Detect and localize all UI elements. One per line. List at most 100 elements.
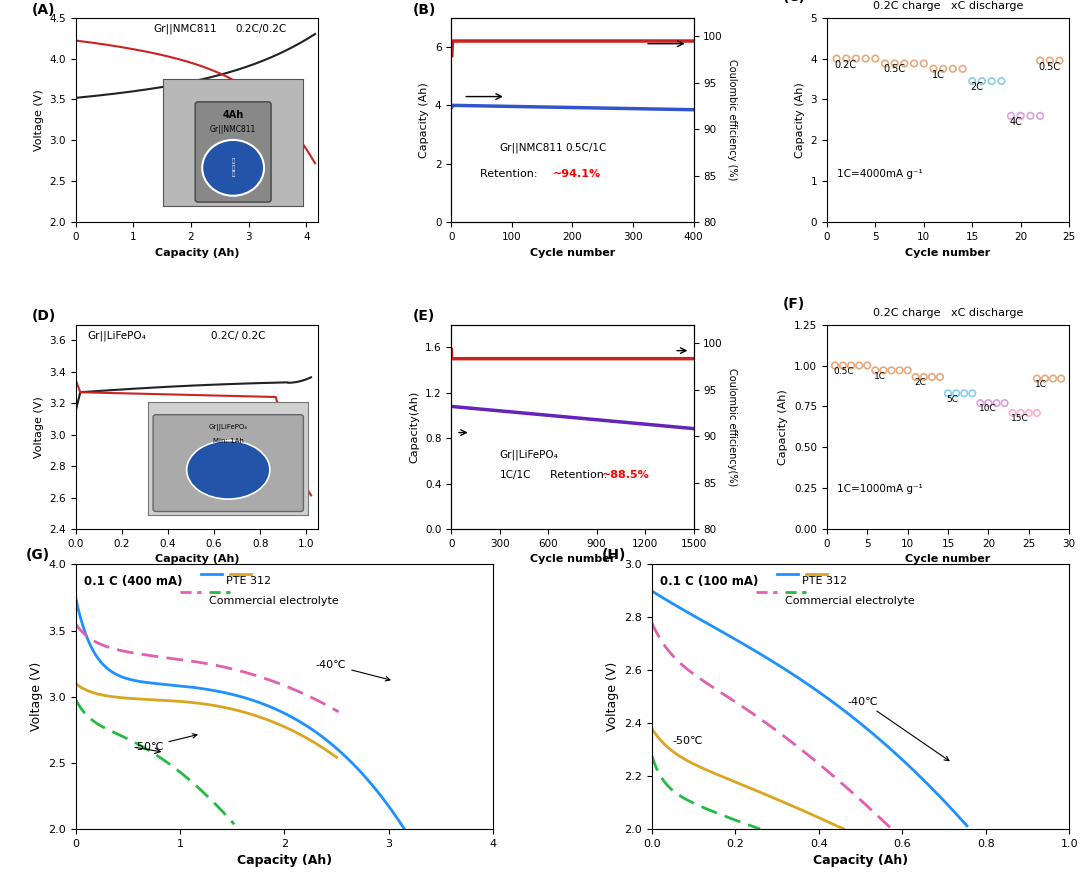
X-axis label: Capacity (Ah): Capacity (Ah) xyxy=(237,855,332,867)
X-axis label: Cycle number: Cycle number xyxy=(905,555,990,564)
Text: Retention:: Retention: xyxy=(481,169,541,179)
Text: 15C: 15C xyxy=(1011,415,1029,423)
Text: Commercial electrolyte: Commercial electrolyte xyxy=(210,596,339,606)
Text: ~94.1%: ~94.1% xyxy=(553,169,602,179)
Point xyxy=(1004,406,1022,420)
Text: (G): (G) xyxy=(26,549,50,562)
Point xyxy=(1031,108,1049,123)
Text: Gr||LiFePO₄: Gr||LiFePO₄ xyxy=(87,331,147,341)
Point xyxy=(875,363,892,377)
Point xyxy=(848,51,865,65)
X-axis label: Cycle number: Cycle number xyxy=(530,248,615,258)
Point xyxy=(983,74,1000,88)
Point xyxy=(931,370,948,384)
Title: 0.2C charge   xC discharge: 0.2C charge xC discharge xyxy=(873,1,1023,11)
Point xyxy=(980,396,997,410)
Y-axis label: Capacity (Ah): Capacity (Ah) xyxy=(419,82,430,158)
Point xyxy=(963,74,981,88)
Point xyxy=(954,62,971,76)
Point xyxy=(956,386,973,400)
X-axis label: Capacity (Ah): Capacity (Ah) xyxy=(154,555,239,564)
Point xyxy=(1028,406,1045,420)
Point xyxy=(835,358,852,372)
Y-axis label: Voltage (V): Voltage (V) xyxy=(33,89,43,151)
Point xyxy=(993,74,1010,88)
Text: 0.5C: 0.5C xyxy=(1038,62,1061,71)
Text: Retention:: Retention: xyxy=(543,470,611,480)
Point xyxy=(940,386,957,400)
Point xyxy=(996,396,1013,410)
Text: (C): (C) xyxy=(783,0,807,4)
Text: 0.2C: 0.2C xyxy=(835,60,856,70)
Point xyxy=(1031,54,1049,68)
Point xyxy=(866,51,883,65)
Point xyxy=(838,51,855,65)
Point xyxy=(1022,108,1039,123)
Point xyxy=(1021,406,1038,420)
Point xyxy=(886,56,903,71)
Text: PTE 312: PTE 312 xyxy=(802,577,847,587)
Y-axis label: Coulombic efficiency(%): Coulombic efficiency(%) xyxy=(727,368,737,486)
Text: 0.1 C (100 mA): 0.1 C (100 mA) xyxy=(660,575,758,588)
Text: 1C: 1C xyxy=(1036,380,1048,389)
Point xyxy=(858,51,875,65)
Text: Commercial electrolyte: Commercial electrolyte xyxy=(785,596,915,606)
Text: -40℃: -40℃ xyxy=(315,660,390,681)
Text: Gr||NMC811: Gr||NMC811 xyxy=(500,143,564,153)
Point xyxy=(1002,108,1020,123)
Point xyxy=(895,56,913,71)
Text: 0.2C/0.2C: 0.2C/0.2C xyxy=(235,24,287,34)
Point xyxy=(1041,54,1058,68)
Y-axis label: Voltage (V): Voltage (V) xyxy=(33,396,43,458)
Y-axis label: Capacity(Ah): Capacity(Ah) xyxy=(409,391,419,463)
Point xyxy=(1044,371,1062,385)
Text: 1C: 1C xyxy=(932,70,944,79)
Y-axis label: Capacity (Ah): Capacity (Ah) xyxy=(795,82,805,158)
Text: ~88.5%: ~88.5% xyxy=(602,470,649,480)
Text: 1C=4000mA g⁻¹: 1C=4000mA g⁻¹ xyxy=(837,169,922,179)
Point xyxy=(876,56,893,71)
Point xyxy=(947,386,964,400)
Point xyxy=(1037,371,1054,385)
Point xyxy=(826,358,843,372)
Y-axis label: Coulombic efficiency (%): Coulombic efficiency (%) xyxy=(727,59,737,181)
Text: 2C: 2C xyxy=(970,82,983,92)
Text: 5C: 5C xyxy=(946,394,958,403)
Point xyxy=(905,56,922,71)
Text: 1C=1000mA g⁻¹: 1C=1000mA g⁻¹ xyxy=(837,484,922,495)
Point xyxy=(866,363,883,377)
X-axis label: Capacity (Ah): Capacity (Ah) xyxy=(154,248,239,258)
Point xyxy=(963,386,981,400)
Text: -50℃: -50℃ xyxy=(133,734,197,751)
Title: 0.2C charge   xC discharge: 0.2C charge xC discharge xyxy=(873,308,1023,318)
Point xyxy=(915,370,932,384)
Y-axis label: Voltage (V): Voltage (V) xyxy=(606,662,619,731)
Text: 0.5C: 0.5C xyxy=(883,64,905,74)
Text: (E): (E) xyxy=(413,310,435,324)
Point xyxy=(1051,54,1068,68)
Point xyxy=(1012,108,1029,123)
Point xyxy=(891,363,908,377)
X-axis label: Cycle number: Cycle number xyxy=(530,555,615,564)
Point xyxy=(907,370,924,384)
Point xyxy=(842,358,860,372)
Text: (H): (H) xyxy=(602,549,626,562)
Point xyxy=(934,62,951,76)
Text: -50℃: -50℃ xyxy=(673,736,703,746)
Text: -40℃: -40℃ xyxy=(848,697,949,760)
Text: 0.5C: 0.5C xyxy=(834,367,854,376)
Point xyxy=(972,396,989,410)
Text: Gr||NMC811: Gr||NMC811 xyxy=(153,24,217,34)
Y-axis label: Voltage (V): Voltage (V) xyxy=(29,662,42,731)
X-axis label: Capacity (Ah): Capacity (Ah) xyxy=(813,855,908,867)
Point xyxy=(923,370,941,384)
Text: 1C: 1C xyxy=(874,371,886,381)
Text: (F): (F) xyxy=(783,297,806,311)
Text: 2C: 2C xyxy=(914,378,926,387)
Text: 0.5C/1C: 0.5C/1C xyxy=(565,143,607,153)
Text: 1C/1C: 1C/1C xyxy=(500,470,531,480)
Point xyxy=(828,51,846,65)
Text: 10C: 10C xyxy=(978,404,997,414)
Point xyxy=(915,56,932,71)
Text: (B): (B) xyxy=(413,3,436,17)
